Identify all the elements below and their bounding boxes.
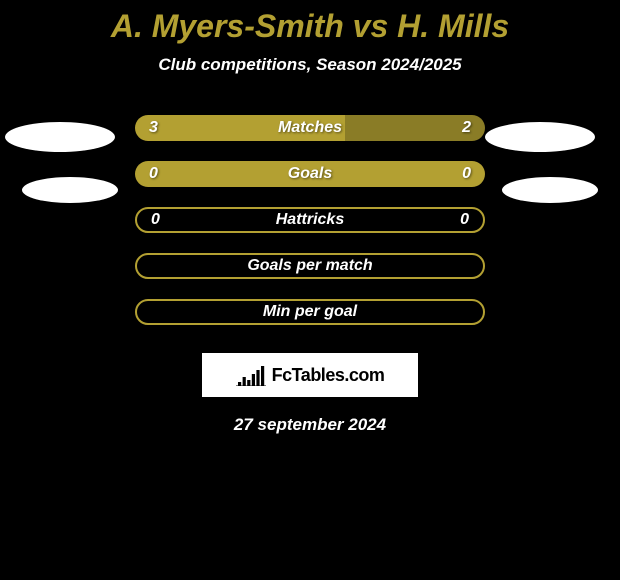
stat-label: Hattricks (137, 211, 483, 229)
bar-right-fill (310, 161, 485, 187)
stat-right-value: 2 (462, 119, 471, 137)
page-title: A. Myers-Smith vs H. Mills (0, 8, 620, 45)
stat-left-value: 3 (149, 119, 158, 137)
bar-left-fill (135, 161, 310, 187)
snapshot-date: 27 september 2024 (0, 415, 620, 435)
side-ellipse (5, 122, 115, 152)
stat-bar: 0 0Hattricks (135, 207, 485, 233)
stat-bar: Goals per match (135, 253, 485, 279)
stat-row: 0 0Hattricks (0, 197, 620, 243)
stat-right-value: 0 (460, 211, 469, 229)
side-ellipse (22, 177, 118, 203)
bar-chart-icon (236, 364, 266, 386)
stat-label: Min per goal (137, 303, 483, 321)
side-ellipse (485, 122, 595, 152)
stat-left-value: 0 (149, 165, 158, 183)
subtitle: Club competitions, Season 2024/2025 (0, 55, 620, 75)
stat-left-value: 0 (151, 211, 160, 229)
stat-right-value: 0 (462, 165, 471, 183)
stat-bar: Min per goal (135, 299, 485, 325)
fctables-logo-text: FcTables.com (272, 365, 385, 386)
stat-bar: 32Matches (135, 115, 485, 141)
stat-label: Goals per match (137, 257, 483, 275)
comparison-infographic: A. Myers-Smith vs H. Mills Club competit… (0, 0, 620, 580)
bar-left-fill (135, 115, 345, 141)
stat-row: Goals per match (0, 243, 620, 289)
stat-row: Min per goal (0, 289, 620, 335)
stat-bar: 00Goals (135, 161, 485, 187)
fctables-badge: FcTables.com (202, 353, 418, 397)
side-ellipse (502, 177, 598, 203)
